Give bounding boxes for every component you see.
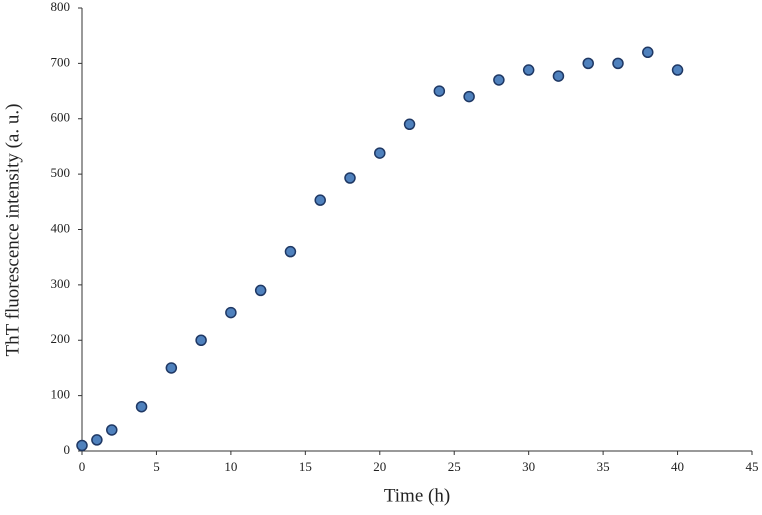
data-point	[165, 362, 178, 374]
y-tick-label: 0	[64, 442, 71, 457]
x-tick-label: 0	[79, 459, 86, 474]
x-axis-title: Time (h)	[384, 485, 450, 506]
data-point	[254, 284, 267, 297]
x-tick-label: 35	[597, 459, 610, 474]
data-point	[642, 46, 654, 59]
y-tick-label: 300	[51, 276, 71, 291]
data-point	[344, 172, 356, 184]
data-point	[284, 245, 297, 258]
y-tick-label: 700	[51, 54, 71, 69]
y-tick-label: 100	[51, 387, 71, 402]
data-point	[76, 439, 88, 452]
x-tick-label: 20	[373, 459, 386, 474]
y-axis-title: ThT fluorescence intensity (a. u.)	[2, 104, 23, 357]
x-tick-label: 5	[153, 459, 160, 474]
x-tick-label: 10	[224, 459, 237, 474]
y-tick-label: 600	[51, 110, 71, 125]
data-point	[374, 147, 386, 159]
data-point	[403, 118, 416, 131]
data-point	[582, 57, 594, 70]
data-point	[552, 70, 565, 82]
data-point	[671, 64, 684, 76]
data-point	[522, 64, 535, 76]
data-point	[463, 90, 475, 103]
data-point	[493, 74, 505, 86]
y-tick-label: 800	[51, 0, 71, 14]
data-point	[135, 400, 148, 413]
x-tick-label: 15	[299, 459, 312, 474]
data-point	[195, 334, 207, 346]
data-point	[612, 57, 624, 70]
y-tick-label: 500	[51, 165, 71, 180]
x-tick-label: 25	[448, 459, 461, 474]
data-point	[106, 424, 118, 436]
x-tick-label: 45	[746, 459, 759, 474]
x-tick-label: 40	[671, 459, 684, 474]
data-point	[225, 306, 237, 319]
x-tick-label: 30	[522, 459, 535, 474]
y-tick-label: 400	[51, 220, 71, 235]
data-point	[433, 85, 446, 97]
data-point	[91, 434, 103, 446]
data-point	[314, 194, 326, 206]
y-tick-label: 200	[51, 331, 71, 346]
